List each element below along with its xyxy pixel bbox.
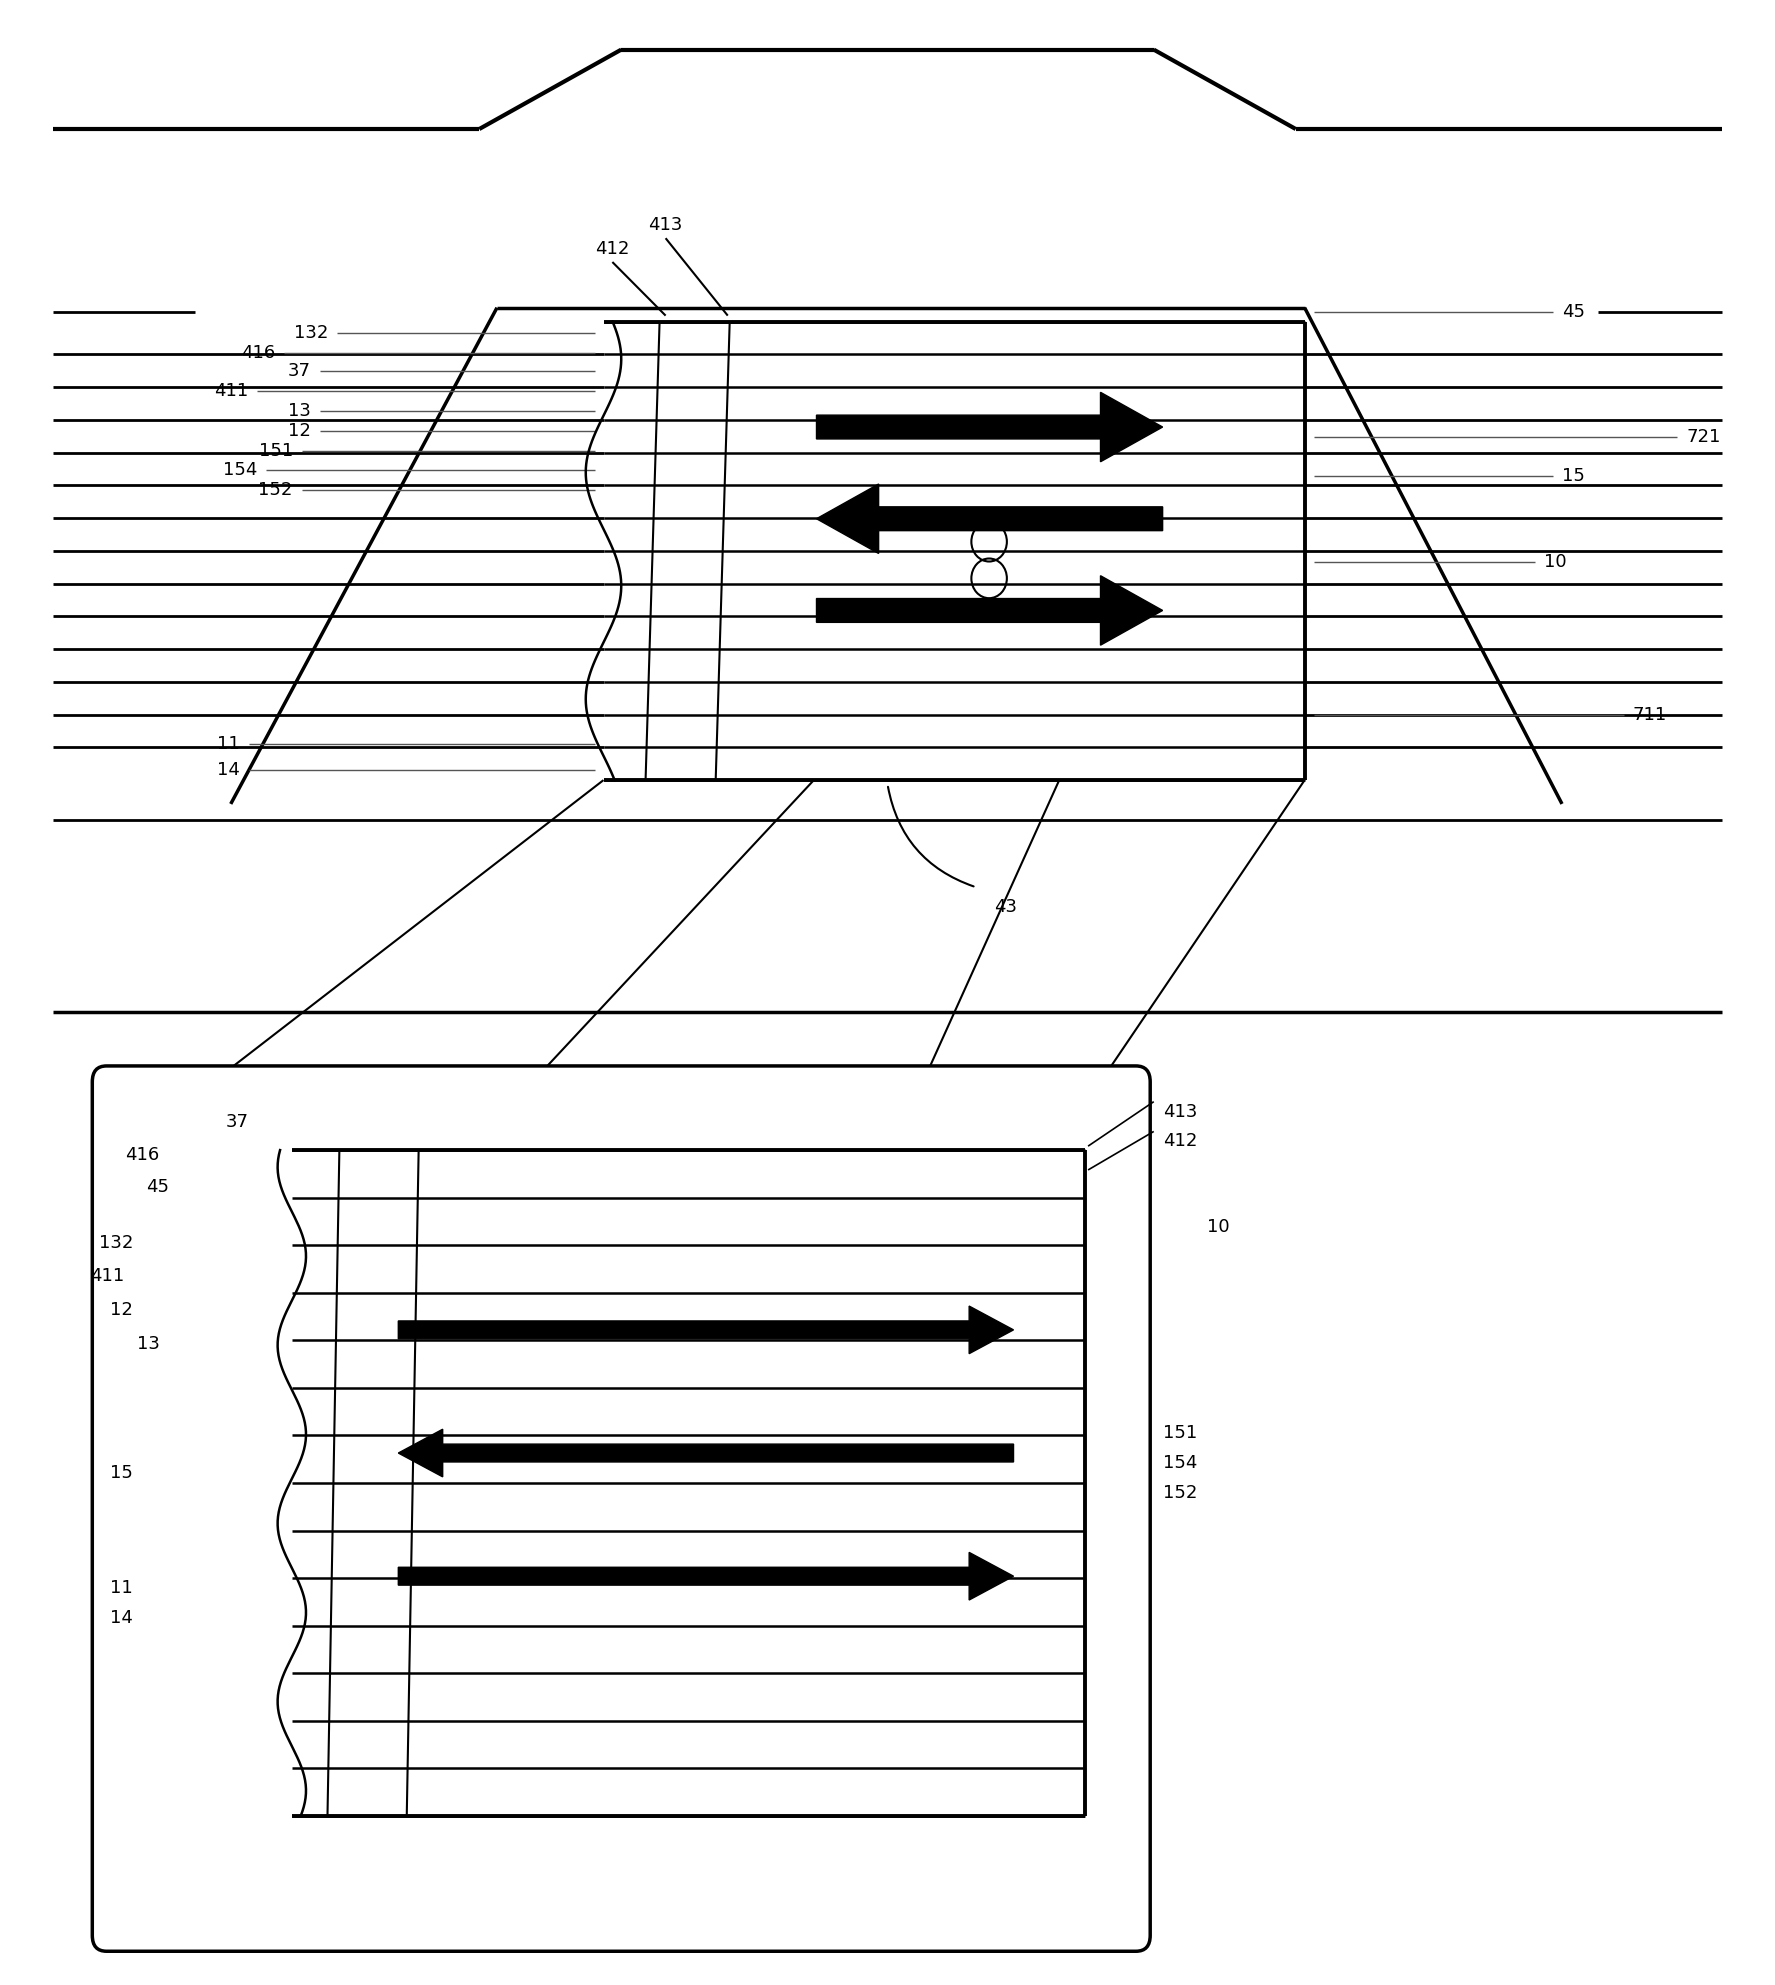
FancyArrow shape (816, 576, 1163, 645)
Text: 132: 132 (99, 1233, 133, 1253)
Text: 416: 416 (126, 1145, 160, 1165)
Text: 412: 412 (595, 240, 630, 258)
Text: 12: 12 (110, 1300, 133, 1320)
FancyArrow shape (816, 484, 1163, 554)
Text: 12: 12 (288, 421, 311, 441)
Text: 10: 10 (1544, 552, 1567, 572)
Text: 45: 45 (146, 1177, 169, 1197)
Text: 132: 132 (295, 324, 328, 343)
Text: 15: 15 (1562, 466, 1585, 486)
FancyArrow shape (816, 393, 1163, 463)
FancyArrow shape (398, 1429, 1014, 1477)
Text: 721: 721 (1686, 427, 1720, 447)
Text: 412: 412 (1163, 1131, 1196, 1151)
Text: 13: 13 (137, 1334, 160, 1354)
Text: 154: 154 (1163, 1453, 1196, 1473)
Text: 152: 152 (259, 480, 293, 500)
Text: 14: 14 (217, 760, 240, 780)
FancyArrow shape (398, 1552, 1014, 1600)
FancyArrow shape (398, 1306, 1014, 1354)
Text: 11: 11 (110, 1578, 133, 1598)
Text: 14: 14 (110, 1608, 133, 1628)
Text: 154: 154 (224, 461, 257, 480)
Text: 413: 413 (648, 216, 683, 234)
Text: 13: 13 (288, 401, 311, 421)
Text: 416: 416 (241, 343, 275, 363)
Text: 411: 411 (215, 381, 249, 401)
Text: 45: 45 (1562, 302, 1585, 322)
Text: 151: 151 (259, 441, 293, 461)
Text: 15: 15 (110, 1463, 133, 1483)
Text: 43: 43 (994, 897, 1017, 917)
Text: 152: 152 (1163, 1483, 1196, 1503)
Text: 11: 11 (217, 734, 240, 754)
Text: 37: 37 (225, 1112, 249, 1131)
Text: 37: 37 (288, 361, 311, 381)
FancyBboxPatch shape (92, 1066, 1150, 1951)
Text: 151: 151 (1163, 1423, 1196, 1443)
Text: 411: 411 (91, 1266, 124, 1286)
Text: 711: 711 (1633, 705, 1667, 725)
Text: 413: 413 (1163, 1102, 1196, 1122)
Text: 10: 10 (1207, 1217, 1230, 1237)
